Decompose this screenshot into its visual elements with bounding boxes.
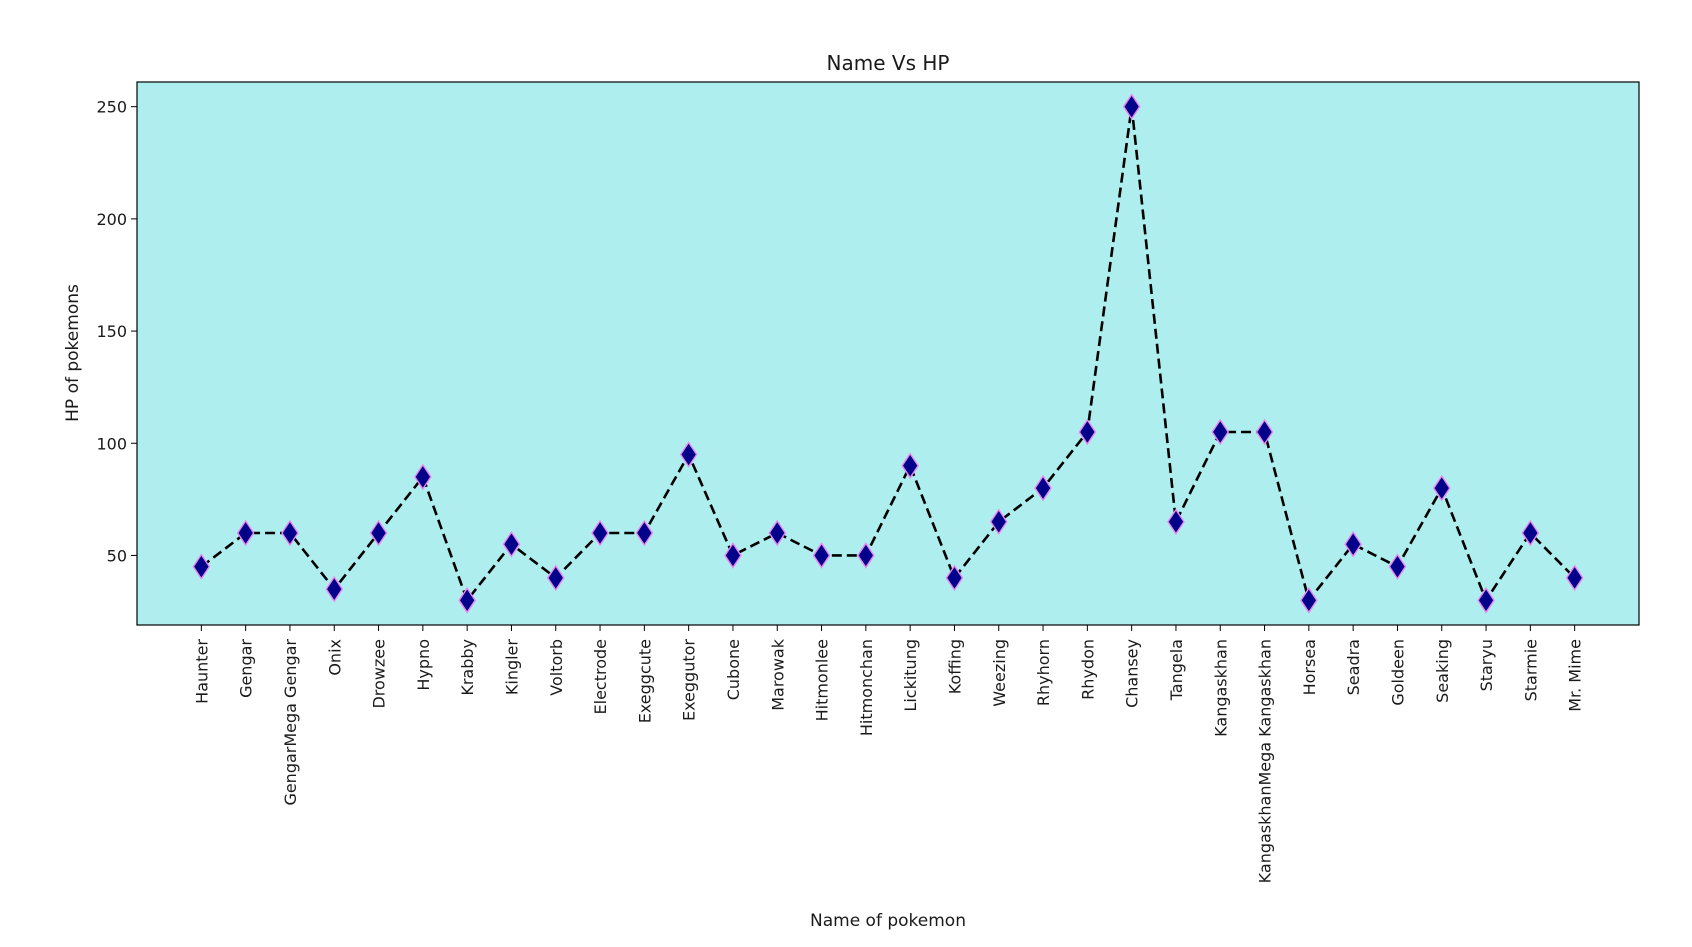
data-point: [1122, 93, 1141, 120]
x-tick-label: KangaskhanMega Kangaskhan: [1256, 639, 1275, 883]
data-point: [989, 508, 1008, 536]
x-tick-label: Exeggutor: [680, 639, 699, 721]
x-tick-label: Starmie: [1521, 639, 1540, 701]
data-point: [1211, 418, 1230, 446]
data-point: [369, 519, 388, 547]
x-tick-label: Mr. Mime: [1566, 639, 1585, 712]
data-point: [414, 463, 432, 491]
y-tick-label: 150: [96, 322, 127, 341]
y-axis-label: HP of pokemons: [63, 284, 83, 422]
data-point: [458, 587, 476, 614]
data-point: [1521, 519, 1540, 547]
x-tick-label: GengarMega Gengar: [281, 639, 300, 806]
x-tick-label: Horsea: [1300, 639, 1319, 695]
data-point: [901, 452, 919, 479]
data-point: [635, 519, 654, 547]
data-point: [1034, 474, 1052, 502]
x-tick-label: Hitmonchan: [857, 639, 876, 736]
x-tick-label: Rhydon: [1078, 639, 1097, 700]
x-tick-label: Onix: [325, 639, 344, 676]
x-tick-label: Staryu: [1477, 639, 1496, 691]
x-tick-label: Hitmonlee: [813, 639, 832, 721]
x-tick-label: Rhyhorn: [1034, 639, 1053, 706]
x-tick-label: Haunter: [192, 639, 211, 704]
x-tick-label: Marowak: [768, 638, 787, 711]
data-point: [1078, 418, 1097, 446]
x-tick-label: Tangela: [1167, 639, 1186, 701]
data-point: [591, 519, 609, 547]
y-tick-label: 200: [96, 210, 127, 229]
chart-title: Name Vs HP: [827, 51, 950, 75]
series-group: [192, 93, 1584, 614]
y-tick-label: 100: [96, 434, 127, 453]
y-tick-label: 50: [107, 546, 127, 565]
data-point: [546, 564, 565, 592]
data-point: [502, 530, 521, 558]
data-point: [1167, 508, 1185, 536]
x-axis-label: Name of pokemon: [810, 911, 966, 931]
data-point: [192, 553, 211, 580]
data-point: [236, 519, 255, 547]
data-point: [1300, 587, 1318, 614]
data-point: [1477, 587, 1495, 614]
data-point: [325, 575, 344, 603]
x-tick-label: Krabby: [458, 639, 477, 696]
x-tick-label: Voltorb: [547, 639, 566, 696]
series-line: [200, 106, 1576, 604]
x-tick-label: Koffing: [945, 639, 964, 694]
x-tick-label: Lickitung: [901, 639, 920, 712]
data-point: [679, 441, 698, 468]
data-point: [812, 542, 831, 569]
x-tick-label: Cubone: [724, 639, 743, 700]
plot-frame: [136, 81, 1640, 626]
data-point: [1255, 418, 1274, 446]
axis-ticks: 50 100 150 200 250 Haunter Gengar GengarMega Ge…: [96, 98, 1584, 884]
x-tick-label: Seaking: [1433, 639, 1452, 703]
data-point: [1388, 553, 1407, 580]
data-point: [857, 542, 875, 569]
data-point: [945, 564, 964, 592]
x-tick-label: Seadra: [1344, 639, 1363, 695]
plot-area: [137, 82, 1639, 625]
x-tick-label: Kangaskhan: [1211, 639, 1230, 737]
x-tick-label: Kingler: [502, 639, 521, 696]
x-tick-label: Chansey: [1123, 639, 1142, 708]
x-tick-label: Electrode: [591, 639, 610, 714]
x-tick-label: Gengar: [237, 639, 256, 698]
x-tick-label: Goldeen: [1388, 639, 1407, 706]
data-point: [281, 519, 299, 547]
data-point: [724, 542, 742, 569]
x-tick-label: Hypno: [414, 639, 433, 691]
data-point: [1565, 564, 1584, 592]
x-tick-label: Weezing: [990, 639, 1009, 707]
data-point: [1432, 474, 1451, 502]
data-point: [1344, 530, 1362, 558]
x-tick-label: Drowzee: [370, 639, 389, 709]
x-tick-label: Exeggcute: [635, 639, 654, 723]
data-point: [768, 519, 787, 547]
y-tick-label: 250: [96, 98, 127, 117]
